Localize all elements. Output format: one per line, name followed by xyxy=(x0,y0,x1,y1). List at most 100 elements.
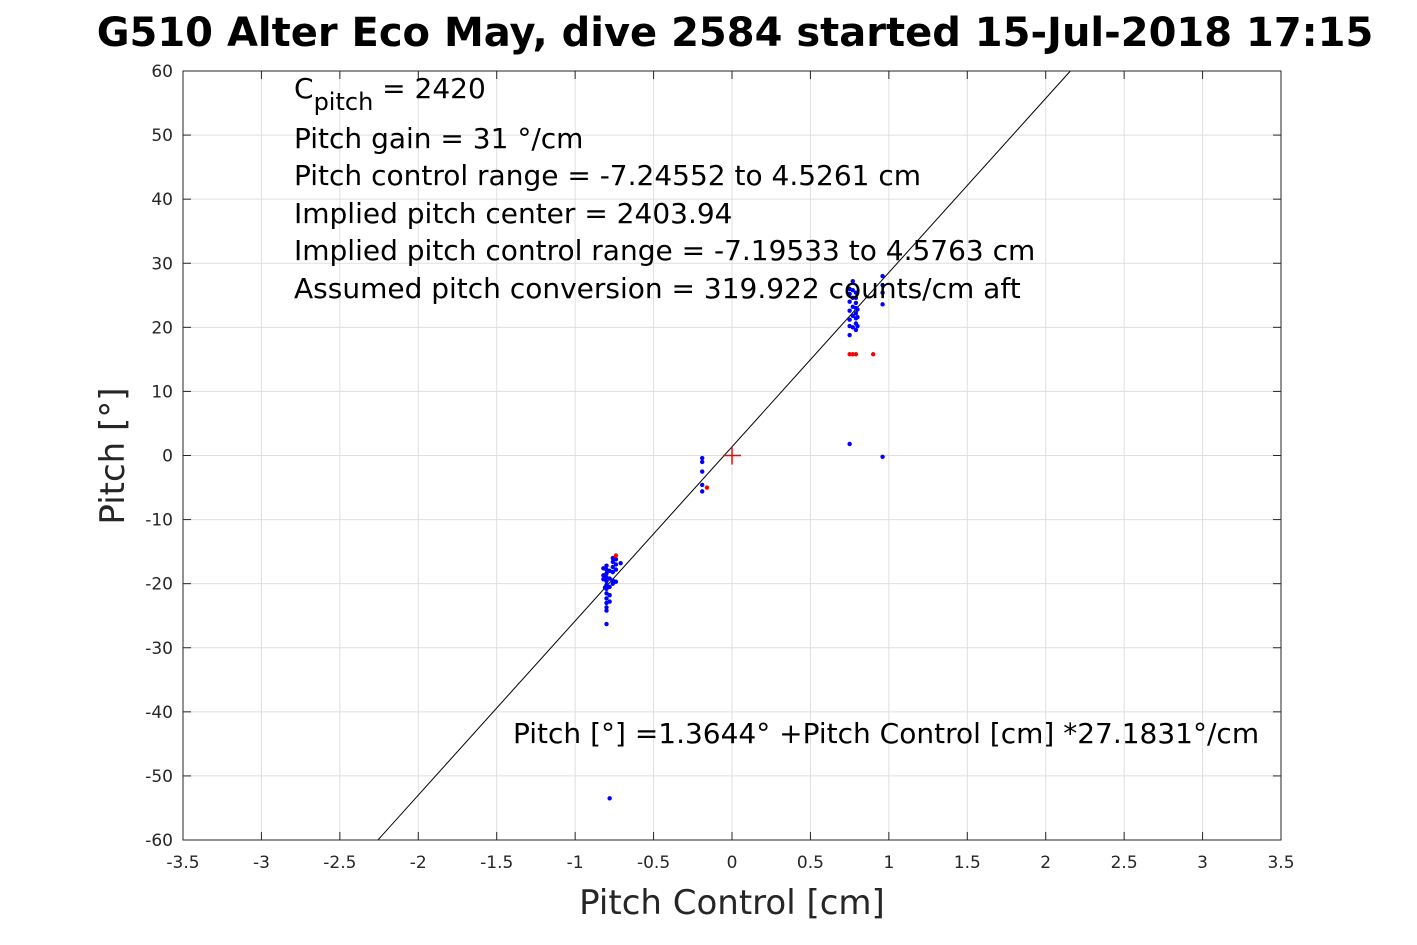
good-data-point xyxy=(880,454,885,459)
good-data-point xyxy=(613,557,619,562)
good-data-point xyxy=(853,327,859,333)
axes-box xyxy=(182,70,1282,841)
good-data-point xyxy=(850,287,855,293)
good-data-point xyxy=(699,489,705,494)
c-pitch-subscript: pitch xyxy=(314,88,374,116)
good-data-point xyxy=(850,295,855,301)
data-points xyxy=(601,273,885,801)
y-tick-label: 30 xyxy=(151,254,173,274)
good-data-point xyxy=(604,608,609,613)
good-data-point xyxy=(850,278,855,284)
good-data-point xyxy=(604,621,609,627)
x-tick-label: 2.5 xyxy=(1111,853,1138,873)
good-data-point xyxy=(847,291,852,297)
good-data-point xyxy=(855,323,860,329)
y-tick-label: 20 xyxy=(151,318,173,338)
good-data-point xyxy=(613,579,619,584)
bad-data-point xyxy=(853,352,859,357)
y-tick-label: 60 xyxy=(151,62,173,82)
x-tick-label: 2 xyxy=(1040,853,1051,873)
annotation-c-pitch: Cpitch = 2420 xyxy=(294,72,486,116)
good-data-point xyxy=(853,311,859,316)
good-data-point xyxy=(601,566,606,571)
good-data-point xyxy=(880,282,885,288)
x-axis-label: Pitch Control [cm] xyxy=(579,883,885,923)
good-data-point xyxy=(607,599,612,604)
good-data-point xyxy=(699,482,705,488)
y-tick-label: -50 xyxy=(145,767,173,787)
y-tick-label: -20 xyxy=(145,575,173,595)
y-tick-label: -10 xyxy=(145,511,173,531)
good-data-point xyxy=(699,459,705,465)
good-data-point xyxy=(853,295,859,301)
good-data-point xyxy=(604,563,609,568)
good-data-point xyxy=(850,325,855,330)
y-tick-label: 10 xyxy=(151,382,173,402)
y-tick-label: 0 xyxy=(162,447,173,467)
good-data-point xyxy=(610,569,615,575)
good-data-point xyxy=(880,290,885,295)
x-tick-label: -1 xyxy=(567,853,584,873)
annotation-assumed-conversion: Assumed pitch conversion = 319.922 count… xyxy=(294,272,1021,305)
good-data-point xyxy=(847,317,852,322)
x-tick-label: -2 xyxy=(410,853,427,873)
center-marker-layer xyxy=(723,446,741,465)
good-data-point xyxy=(613,562,619,567)
good-data-point xyxy=(618,560,623,566)
good-data-point xyxy=(602,585,608,590)
good-data-point xyxy=(847,308,852,313)
annotation-block: Cpitch = 2420 Pitch gain = 31 °/cm Pitch… xyxy=(294,72,1259,750)
x-tick-label: -3.5 xyxy=(166,853,199,873)
good-data-point xyxy=(601,573,606,578)
x-tick-label: 1 xyxy=(883,853,894,873)
annotation-pitch-gain: Pitch gain = 31 °/cm xyxy=(294,122,583,155)
good-data-point xyxy=(604,596,609,601)
y-tick-labels: -60 -50 -40 -30 -20 -10 0 10 20 30 40 50 60 xyxy=(145,62,173,851)
bad-data-point xyxy=(850,352,855,357)
x-tick-labels: -3.5 -3 -2.5 -2 -1.5 -1 -0.5 0 0.5 1 1.5 2 2.5 3 3.5 xyxy=(166,853,1294,873)
bad-data-point xyxy=(704,485,710,490)
good-data-point xyxy=(853,300,859,306)
good-data-point xyxy=(847,299,852,304)
good-data-point xyxy=(610,559,615,565)
good-data-point xyxy=(604,605,609,610)
x-tick-label: 3.5 xyxy=(1267,853,1294,873)
x-tick-label: 0 xyxy=(727,853,738,873)
y-tick-label: -60 xyxy=(145,831,173,851)
x-tick-label: -1.5 xyxy=(480,853,513,873)
good-data-point xyxy=(880,302,885,307)
good-data-point xyxy=(880,273,885,279)
bad-data-point xyxy=(870,352,876,357)
chart-title: G510 Alter Eco May, dive 2584 started 15… xyxy=(97,10,1374,56)
bad-data-point xyxy=(613,553,619,558)
c-pitch-value: = 2420 xyxy=(373,72,486,105)
center-plus-marker xyxy=(723,446,741,465)
x-tick-label: 1.5 xyxy=(954,853,981,873)
y-tick-label: -40 xyxy=(145,703,173,723)
c-pitch-symbol: C xyxy=(294,72,314,105)
annotation-pitch-control-range: Pitch control range = -7.24552 to 4.5261… xyxy=(294,159,921,192)
good-data-point xyxy=(607,584,612,590)
good-data-point xyxy=(855,314,860,320)
good-data-point xyxy=(601,576,606,582)
good-data-point xyxy=(607,796,612,801)
good-data-point xyxy=(613,567,619,572)
x-tick-label: -0.5 xyxy=(637,853,670,873)
good-data-point xyxy=(847,441,852,447)
annotation-implied-center: Implied pitch center = 2403.94 xyxy=(294,197,732,230)
good-data-point xyxy=(699,469,705,474)
y-tick-label: 50 xyxy=(151,126,173,146)
x-tick-label: -3 xyxy=(253,853,270,873)
good-data-point xyxy=(853,290,859,295)
good-data-point xyxy=(850,313,855,318)
y-axis-label: Pitch [°] xyxy=(93,387,133,524)
y-tick-label: -30 xyxy=(145,639,173,659)
x-tick-label: -2.5 xyxy=(323,853,356,873)
annotation-fit-equation: Pitch [°] =1.3644° +Pitch Control [cm] *… xyxy=(513,717,1259,750)
good-data-point xyxy=(847,332,852,338)
annotation-implied-range: Implied pitch control range = -7.19533 t… xyxy=(294,234,1035,267)
x-tick-label: 3 xyxy=(1197,853,1208,873)
bad-data-point xyxy=(847,352,852,357)
good-data-point xyxy=(610,564,615,570)
